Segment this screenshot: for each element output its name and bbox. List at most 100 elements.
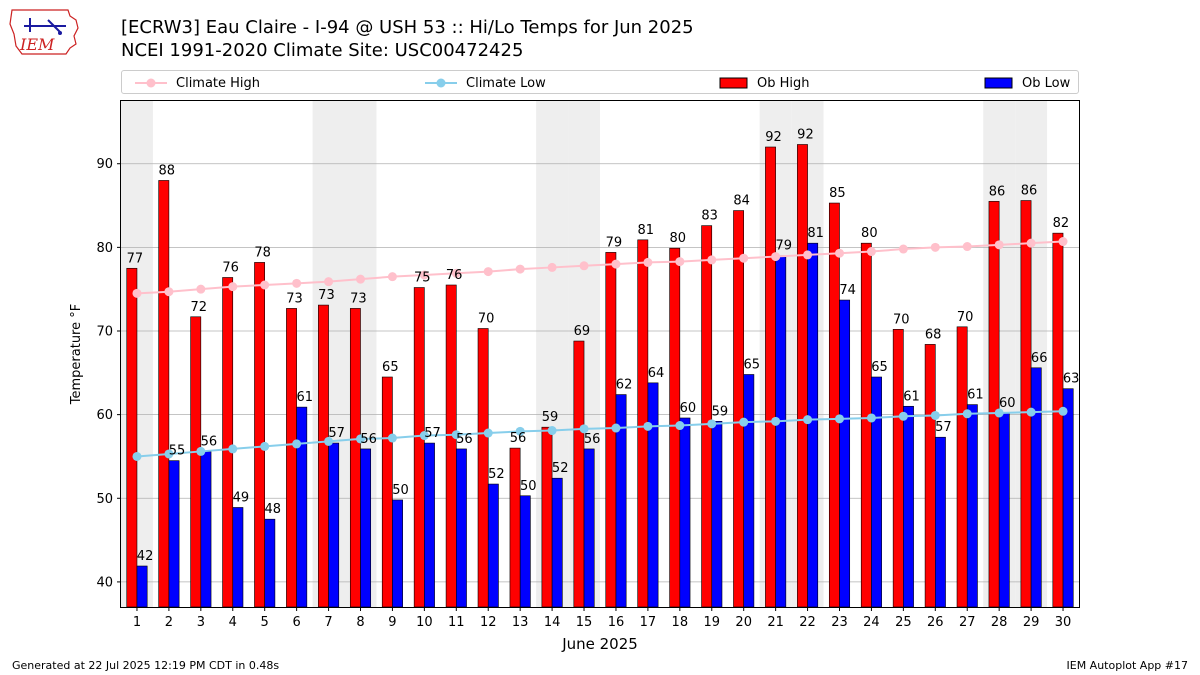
climate-high-point-6 bbox=[292, 278, 302, 288]
climate-low-point-29 bbox=[1026, 407, 1036, 417]
climate-low-point-1 bbox=[132, 451, 142, 461]
climate-high-point-1 bbox=[132, 288, 142, 298]
ob-low-label-4: 49 bbox=[233, 490, 250, 505]
x-axis-label: June 2025 bbox=[561, 635, 638, 653]
ob-high-label-19: 83 bbox=[701, 209, 718, 224]
ob-low-label-24: 65 bbox=[871, 360, 888, 375]
ob-low-label-1: 42 bbox=[137, 549, 154, 564]
ob-high-bar-24 bbox=[860, 242, 872, 608]
climate-low-point-18 bbox=[675, 421, 685, 431]
legend-label-ob-low: Ob Low bbox=[1022, 75, 1071, 91]
ob-low-bar-28 bbox=[998, 412, 1010, 608]
ob-high-label-7: 73 bbox=[318, 288, 335, 303]
ob-high-bar-12 bbox=[477, 328, 489, 608]
climate-high-point-11 bbox=[451, 268, 461, 278]
ob-low-bar-30 bbox=[1062, 388, 1074, 608]
y-tick-label-50: 50 bbox=[96, 492, 113, 507]
ob-low-bar-12 bbox=[487, 483, 499, 608]
ob-high-label-27: 70 bbox=[957, 310, 974, 325]
climate-high-point-14 bbox=[547, 262, 557, 272]
ob-low-label-22: 81 bbox=[807, 226, 824, 241]
ob-high-bar-15 bbox=[573, 340, 585, 608]
ob-low-bar-9 bbox=[392, 499, 403, 608]
legend-label-climate-high: Climate High bbox=[176, 75, 261, 91]
ob-high-label-23: 85 bbox=[829, 186, 846, 201]
legend-item-climate-high: Climate High bbox=[134, 74, 260, 92]
ob-low-label-26: 57 bbox=[935, 420, 952, 435]
ob-low-label-6: 61 bbox=[296, 390, 313, 405]
climate-low-point-8 bbox=[356, 434, 365, 444]
chart-subtitle: NCEI 1991-2020 Climate Site: USC00472425 bbox=[121, 40, 524, 61]
y-tick-label-90: 90 bbox=[96, 157, 113, 172]
ob-high-label-1: 77 bbox=[127, 251, 144, 266]
ob-low-bar-29 bbox=[1030, 367, 1042, 608]
ob-high-label-25: 70 bbox=[893, 312, 910, 327]
ob-high-bar-4 bbox=[222, 277, 234, 608]
ob-low-bar-8 bbox=[360, 448, 372, 608]
ob-low-label-18: 60 bbox=[680, 401, 697, 416]
ob-low-bar-25 bbox=[903, 405, 914, 608]
ob-high-bar-23 bbox=[828, 202, 840, 608]
climate-low-point-11 bbox=[451, 430, 461, 440]
x-tick-label-27: 27 bbox=[959, 615, 976, 630]
ob-low-label-3: 56 bbox=[201, 434, 218, 449]
climate-high-point-24 bbox=[866, 247, 876, 257]
climate-low-point-23 bbox=[835, 414, 844, 424]
climate-lines bbox=[132, 237, 1068, 461]
ob-low-bar-3 bbox=[200, 451, 212, 608]
climate-low-point-4 bbox=[228, 444, 238, 454]
climate-low-point-10 bbox=[419, 431, 429, 441]
legend: Climate High Climate Low Ob High Ob Low bbox=[121, 70, 1079, 94]
ob-low-label-29: 66 bbox=[1031, 351, 1048, 366]
y-axis-label: Temperature °F bbox=[69, 304, 84, 405]
ob-low-label-9: 50 bbox=[392, 483, 409, 498]
ob-high-bar-22 bbox=[797, 144, 808, 608]
ob-low-bar-5 bbox=[264, 518, 276, 608]
ob-high-bar-26 bbox=[924, 344, 936, 608]
ob-high-label-22: 92 bbox=[797, 127, 814, 142]
ob-high-label-26: 68 bbox=[925, 327, 942, 342]
climate-low-point-21 bbox=[771, 416, 781, 426]
climate-high-point-10 bbox=[419, 270, 429, 280]
x-tick-label-28: 28 bbox=[991, 615, 1008, 630]
ob-low-bar-7 bbox=[328, 442, 340, 608]
app-credit: IEM Autoplot App #17 bbox=[1066, 659, 1189, 672]
x-tick-label-23: 23 bbox=[831, 615, 848, 630]
ob-high-bar-8 bbox=[349, 308, 361, 608]
ob-high-label-13: 56 bbox=[510, 431, 527, 446]
ob-high-label-8: 73 bbox=[350, 291, 367, 306]
ob-high-label-28: 86 bbox=[989, 184, 1006, 199]
x-tick-label-17: 17 bbox=[640, 615, 657, 630]
x-tick-label-1: 1 bbox=[133, 615, 141, 630]
x-tick-label-20: 20 bbox=[735, 615, 752, 630]
ob-low-label-20: 65 bbox=[744, 357, 761, 372]
x-tick-label-24: 24 bbox=[863, 615, 880, 630]
climate-low-point-9 bbox=[387, 433, 397, 443]
climate-low-point-30 bbox=[1058, 406, 1068, 416]
x-tick-label-9: 9 bbox=[388, 615, 396, 630]
ob-low-label-25: 61 bbox=[903, 389, 920, 404]
plot-frame bbox=[120, 100, 1080, 608]
ob-high-bar-25 bbox=[892, 329, 904, 608]
ob-high-label-21: 92 bbox=[765, 130, 782, 145]
ob-high-label-17: 81 bbox=[638, 223, 655, 238]
x-tick-label-6: 6 bbox=[292, 615, 300, 630]
ob-low-label-17: 64 bbox=[648, 366, 665, 381]
ob-low-bar-10 bbox=[424, 442, 435, 608]
ob-high-label-10: 75 bbox=[414, 271, 431, 286]
ob-low-label-13: 50 bbox=[520, 479, 537, 494]
climate-high-point-28 bbox=[994, 240, 1004, 250]
ob-high-bar-10 bbox=[413, 287, 425, 608]
ob-low-bar-23 bbox=[839, 299, 851, 608]
ob-low-label-12: 52 bbox=[488, 467, 505, 482]
ob-low-bar-11 bbox=[455, 448, 467, 608]
climate-low-point-20 bbox=[739, 417, 749, 427]
ob-low-bar-4 bbox=[232, 507, 244, 608]
climate-low-point-28 bbox=[994, 408, 1004, 418]
climate-low-point-22 bbox=[803, 415, 813, 425]
ob-low-label-5: 48 bbox=[265, 502, 282, 517]
ob-high-label-11: 76 bbox=[446, 268, 463, 283]
y-tick-label-70: 70 bbox=[96, 325, 113, 340]
climate-high-point-22 bbox=[803, 250, 813, 260]
